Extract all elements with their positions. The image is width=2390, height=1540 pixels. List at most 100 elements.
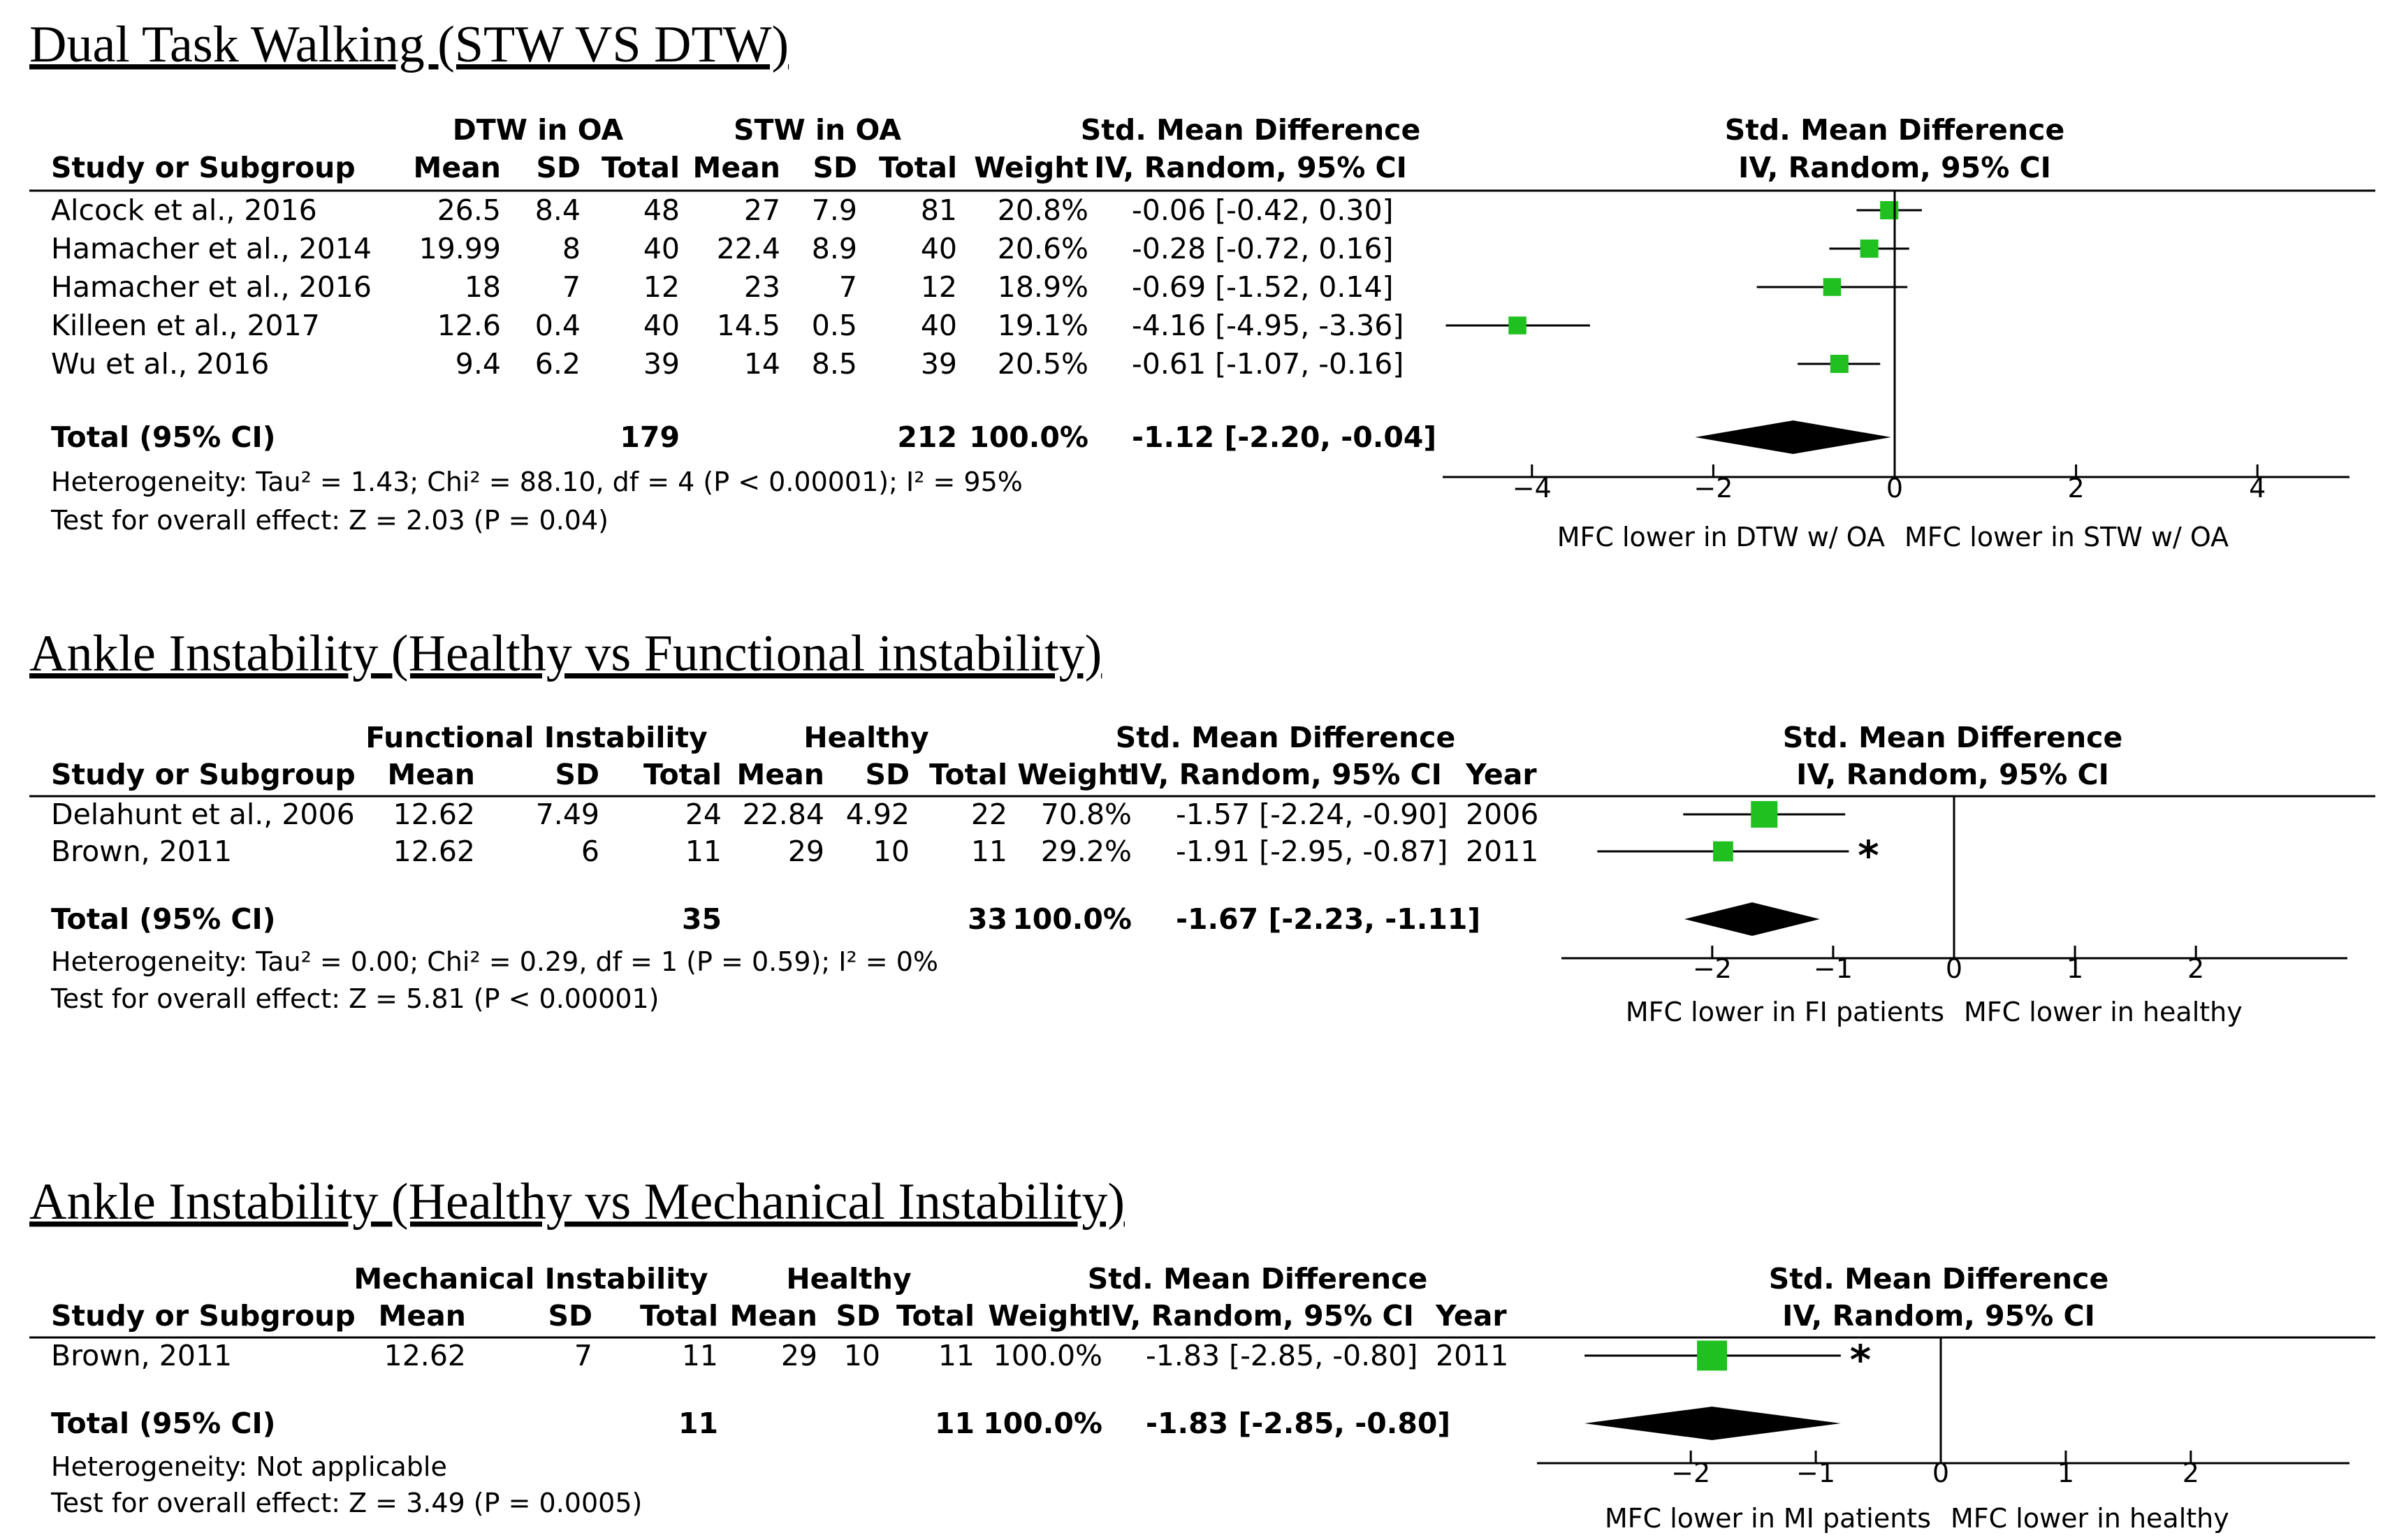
group1-total: 11 <box>685 835 722 868</box>
group1-total: 40 <box>643 232 680 265</box>
x-axis-tick-label: 1 <box>2067 953 2083 984</box>
effect-ci-header: IV, Random, 95% CI <box>1094 151 1407 184</box>
group2-mean-header: Mean <box>693 151 780 184</box>
group1-mean: 12.62 <box>393 835 475 868</box>
group1-mean: 12.62 <box>384 1339 466 1372</box>
x-axis-tick-label: 2 <box>2183 1458 2199 1488</box>
group1-sd-header: SD <box>555 758 599 791</box>
group1-mean: 9.4 <box>456 347 501 381</box>
effect-ci-header: IV, Random, 95% CI <box>1101 1299 1414 1333</box>
group2-total-header: Total <box>896 1299 975 1333</box>
group2-mean-header: Mean <box>730 1299 817 1333</box>
study-weight: 70.8% <box>1041 798 1132 831</box>
effect-square-marker <box>1751 800 1778 828</box>
study-weight: 100.0% <box>993 1339 1102 1372</box>
group2-total: 11 <box>971 835 1007 868</box>
heterogeneity-stats: Heterogeneity: Not applicable <box>51 1451 447 1482</box>
study-effect-ci: -1.83 [-2.85, -0.80] <box>1146 1339 1418 1372</box>
x-axis-tick-label: −2 <box>1693 473 1733 504</box>
group2-header: STW in OA <box>734 113 901 147</box>
group2-total: 81 <box>921 193 957 227</box>
group1-sd: 8 <box>562 232 581 265</box>
group2-sd: 10 <box>873 835 910 868</box>
study-name: Killeen et al., 2017 <box>51 309 320 342</box>
group2-sd-header: SD <box>836 1299 880 1333</box>
group2-mean: 27 <box>744 193 780 227</box>
group2-sd-header: SD <box>813 151 857 184</box>
group1-sd: 7 <box>562 270 581 304</box>
study-name: Wu et al., 2016 <box>51 347 269 381</box>
x-axis-tick-label: −4 <box>1513 473 1552 504</box>
group1-mean-header: Mean <box>379 1299 466 1333</box>
effect-square-marker <box>1860 239 1879 258</box>
heterogeneity-stats: Heterogeneity: Tau² = 0.00; Chi² = 0.29,… <box>51 946 938 977</box>
x-axis-tick-label: −2 <box>1693 953 1732 984</box>
group1-total: 12 <box>643 270 680 304</box>
group1-sd: 8.4 <box>535 193 581 227</box>
group1-total: 39 <box>643 347 680 381</box>
total-label: Total (95% CI) <box>51 1407 276 1440</box>
group2-mean: 22.84 <box>743 798 824 831</box>
total-label: Total (95% CI) <box>51 420 276 454</box>
group1-mean-header: Mean <box>414 151 501 184</box>
group1-total: 48 <box>643 193 680 227</box>
group2-sd: 8.9 <box>812 232 857 265</box>
forest-plot-panel-3: Ankle Instability (Healthy vs Mechanical… <box>29 1173 2375 1534</box>
group1-mean-header: Mean <box>388 758 475 791</box>
plot-effect-header: Std. Mean Difference <box>1783 721 2123 754</box>
group2-sd: 4.92 <box>846 798 910 831</box>
study-effect-ci: -0.06 [-0.42, 0.30] <box>1132 193 1394 227</box>
plot-effect-ci-header: IV, Random, 95% CI <box>1782 1299 2095 1333</box>
group2-sd: 7.9 <box>812 193 857 227</box>
effect-square-marker <box>1823 278 1842 296</box>
total-effect-ci: -1.83 [-2.85, -0.80] <box>1146 1407 1450 1440</box>
summary-diamond <box>1684 902 1820 936</box>
study-effect-ci: -1.91 [-2.95, -0.87] <box>1176 835 1448 868</box>
group1-header: Mechanical Instability <box>354 1262 708 1296</box>
group2-mean: 23 <box>744 270 780 304</box>
forest-plot-panel-1: Dual Task Walking (STW VS DTW) DTW in OA S… <box>29 16 2375 552</box>
group1-sd-header: SD <box>548 1299 592 1333</box>
study-name: Hamacher et al., 2014 <box>51 232 372 265</box>
group1-total-header: Total <box>643 758 722 791</box>
study-name: Hamacher et al., 2016 <box>51 270 372 304</box>
group2-sd: 0.5 <box>812 309 857 342</box>
x-axis-tick-label: −1 <box>1796 1458 1835 1488</box>
group2-mean: 29 <box>781 1339 817 1372</box>
group2-total-header: Total <box>879 151 957 184</box>
group2-total: 40 <box>921 309 957 342</box>
total-effect-ci: -1.12 [-2.20, -0.04] <box>1132 420 1436 454</box>
effect-header: Std. Mean Difference <box>1088 1262 1428 1296</box>
group1-grand-total: 35 <box>682 902 722 936</box>
group1-mean: 12.62 <box>393 798 475 831</box>
x-axis-tick-label: 0 <box>1932 1458 1949 1488</box>
overall-effect-test: Test for overall effect: Z = 2.03 (P = 0… <box>50 505 609 536</box>
group1-header: Functional Instability <box>365 721 708 754</box>
group2-total: 40 <box>921 232 957 265</box>
panel-title: Ankle Instability (Healthy vs Functional… <box>29 625 1102 682</box>
overall-effect-test: Test for overall effect: Z = 5.81 (P < 0… <box>50 983 660 1014</box>
plot-effect-header: Std. Mean Difference <box>1725 113 2065 147</box>
favours-right-label: MFC lower in STW w/ OA <box>1904 522 2229 552</box>
group1-sd-header: SD <box>536 151 581 184</box>
group1-sd: 7 <box>574 1339 592 1372</box>
plot-effect-ci-header: IV, Random, 95% CI <box>1796 758 2109 791</box>
group1-sd: 0.4 <box>535 309 581 342</box>
study-name: Brown, 2011 <box>51 835 232 868</box>
group2-sd: 10 <box>844 1339 880 1372</box>
panel-title: Dual Task Walking (STW VS DTW) <box>29 16 789 73</box>
x-axis-tick-label: −2 <box>1671 1458 1710 1488</box>
study-effect-ci: -1.57 [-2.24, -0.90] <box>1176 798 1448 831</box>
study-year: 2011 <box>1466 835 1538 868</box>
overall-effect-test: Test for overall effect: Z = 3.49 (P = 0… <box>50 1488 642 1518</box>
weight-header: Weight <box>974 151 1088 184</box>
study-weight: 20.8% <box>998 193 1088 227</box>
group2-mean: 14.5 <box>717 309 780 342</box>
x-axis-tick-label: 0 <box>1886 473 1903 504</box>
group2-sd: 7 <box>839 270 857 304</box>
significance-star: * <box>1850 1336 1871 1384</box>
group1-header: DTW in OA <box>453 113 624 147</box>
group2-mean: 14 <box>744 347 780 381</box>
group1-mean: 19.99 <box>419 232 501 265</box>
group1-sd: 6.2 <box>535 347 581 381</box>
